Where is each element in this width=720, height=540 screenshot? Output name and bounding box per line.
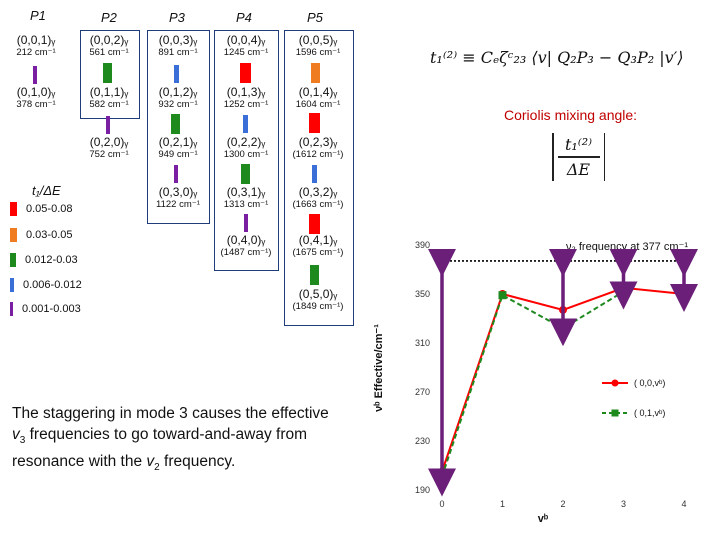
level-014: (0,1,4)ᵧ 1604 cm⁻¹ — [295, 85, 341, 110]
level-012: (0,1,2)ᵧ 932 cm⁻¹ — [158, 85, 198, 110]
coupling-bar-004-013 — [240, 63, 251, 83]
level-030: (0,3,0)ᵧ 1122 cm⁻¹ — [156, 185, 200, 210]
legend-swatch — [10, 228, 17, 242]
legend-item-purple: 0.001-0.003 — [10, 302, 81, 316]
y-tick-label: 190 — [415, 485, 430, 495]
legend-item-red: 0.05-0.08 — [10, 202, 72, 216]
polyad-box-p3 — [147, 30, 210, 224]
coupling-bar-031-040 — [244, 214, 248, 232]
level-004: (0,0,4)ᵧ 1245 cm⁻¹ — [223, 33, 269, 58]
level-005: (0,0,5)ᵧ 1596 cm⁻¹ — [295, 33, 341, 58]
legend-swatch — [10, 278, 14, 292]
coupling-bar-003-012 — [174, 65, 179, 83]
reference-line-label: ν₂ frequency at 377 cm⁻¹ — [566, 241, 688, 253]
header-p2: P2 — [101, 10, 117, 25]
y-tick-label: 390 — [415, 240, 430, 250]
data-point — [559, 305, 567, 314]
header-p4: P4 — [236, 10, 252, 25]
level-011: (0,1,1)ᵧ 582 cm⁻¹ — [89, 85, 129, 110]
abs-bar-right — [603, 133, 605, 181]
level-003: (0,0,3)ᵧ 891 cm⁻¹ — [158, 33, 198, 58]
x-tick-label: 0 — [439, 499, 444, 509]
coupling-bar-014-023 — [309, 113, 320, 133]
data-point — [680, 290, 688, 298]
caption-line-3: resonance with the v2 frequency. — [12, 453, 236, 474]
chart-legend-label: ( 0,1,vᵇ) — [634, 408, 665, 418]
coupling-bar-011-020 — [106, 116, 110, 134]
polyad-box-p2 — [80, 30, 140, 119]
level-013: (0,1,3)ᵧ 1252 cm⁻¹ — [223, 85, 269, 110]
mixing-angle-numerator: t₁⁽²⁾ — [564, 135, 593, 155]
coriolis-equation: t₁⁽²⁾ ≡ Cₑζᶜ₂₃ ⟨v| Q₂P₃ − Q₃P₂ |v′⟩ — [430, 48, 684, 67]
legend-swatch — [10, 202, 17, 216]
coupling-bar-012-021 — [171, 114, 180, 134]
coupling-bar-013-022 — [243, 115, 248, 133]
coupling-bar-032-041 — [309, 214, 320, 234]
caption-line-2: v3 frequencies to go toward-and-away fro… — [12, 426, 308, 447]
legend-title: t₁/ΔE — [32, 183, 61, 198]
x-tick-label: 4 — [681, 499, 686, 509]
level-001: (0,0,1)ᵧ 212 cm⁻¹ — [16, 33, 56, 58]
data-point — [498, 290, 507, 298]
level-040: (0,4,0)ᵧ (1487 cm⁻¹) — [220, 233, 272, 258]
y-tick-label: 270 — [415, 387, 430, 397]
coriolis-mixing-label: Coriolis mixing angle: — [504, 107, 638, 123]
header-p5: P5 — [307, 10, 323, 25]
legend-item-blue: 0.006-0.012 — [10, 278, 82, 292]
y-tick-label: 350 — [415, 289, 430, 299]
x-axis-label: vᵇ — [538, 513, 549, 525]
level-032: (0,3,2)ᵧ (1663 cm⁻¹) — [292, 185, 344, 210]
legend-swatch — [10, 302, 13, 316]
x-tick-label: 2 — [560, 499, 565, 509]
level-023: (0,2,3)ᵧ (1612 cm⁻¹) — [292, 135, 344, 160]
level-002: (0,0,2)ᵧ 561 cm⁻¹ — [89, 33, 129, 58]
level-021: (0,2,1)ᵧ 949 cm⁻¹ — [158, 135, 198, 160]
legend-item-orange: 0.03-0.05 — [10, 228, 72, 242]
level-050: (0,5,0)ᵧ (1849 cm⁻¹) — [292, 287, 344, 312]
chart-legend-label: ( 0,0,vᵇ) — [634, 378, 665, 388]
level-022: (0,2,2)ᵧ 1300 cm⁻¹ — [223, 135, 269, 160]
caption-line-1: The staggering in mode 3 causes the effe… — [12, 405, 329, 422]
header-p1: P1 — [30, 8, 46, 23]
data-point — [619, 287, 628, 296]
header-p3: P3 — [169, 10, 185, 25]
coupling-bar-022-031 — [241, 164, 250, 184]
data-point — [498, 291, 507, 300]
chart-legend-marker — [611, 409, 619, 417]
legend-swatch — [10, 253, 16, 267]
coupling-bar-041-050 — [310, 265, 319, 285]
level-031: (0,3,1)ᵧ 1313 cm⁻¹ — [223, 185, 269, 210]
coupling-bar-021-030 — [174, 165, 178, 183]
y-tick-label: 310 — [415, 338, 430, 348]
chart-legend-marker — [611, 379, 619, 387]
y-axis-label: νᵇ Effective/cm⁻¹ — [373, 324, 385, 412]
level-010: (0,1,0)ᵧ 378 cm⁻¹ — [16, 85, 56, 110]
data-point — [438, 467, 446, 476]
x-tick-label: 3 — [621, 499, 626, 509]
y-tick-label: 230 — [415, 436, 430, 446]
series-line-1 — [441, 290, 625, 477]
coupling-bar-001-010 — [33, 66, 37, 84]
caption-text: The staggering in mode 3 causes the effe… — [12, 403, 384, 478]
data-point — [619, 283, 628, 292]
series-line-0 — [441, 286, 685, 472]
coupling-bar-002-011 — [103, 63, 112, 83]
abs-bar-left — [552, 133, 554, 181]
mixing-angle-denominator: ΔE — [566, 159, 591, 179]
coupling-bar-005-014 — [311, 63, 320, 83]
polyad-box-p4 — [214, 30, 279, 271]
level-041: (0,4,1)ᵧ (1675 cm⁻¹) — [292, 233, 344, 258]
x-tick-label: 1 — [500, 499, 505, 509]
level-020: (0,2,0)ᵧ 752 cm⁻¹ — [89, 135, 129, 160]
mixing-angle-formula: t₁⁽²⁾ ΔE — [552, 133, 605, 181]
data-point — [559, 324, 567, 333]
polyad-box-p5 — [284, 30, 354, 326]
data-point — [438, 472, 446, 481]
legend-item-green: 0.012-0.03 — [10, 253, 78, 267]
coupling-bar-023-032 — [312, 165, 317, 183]
